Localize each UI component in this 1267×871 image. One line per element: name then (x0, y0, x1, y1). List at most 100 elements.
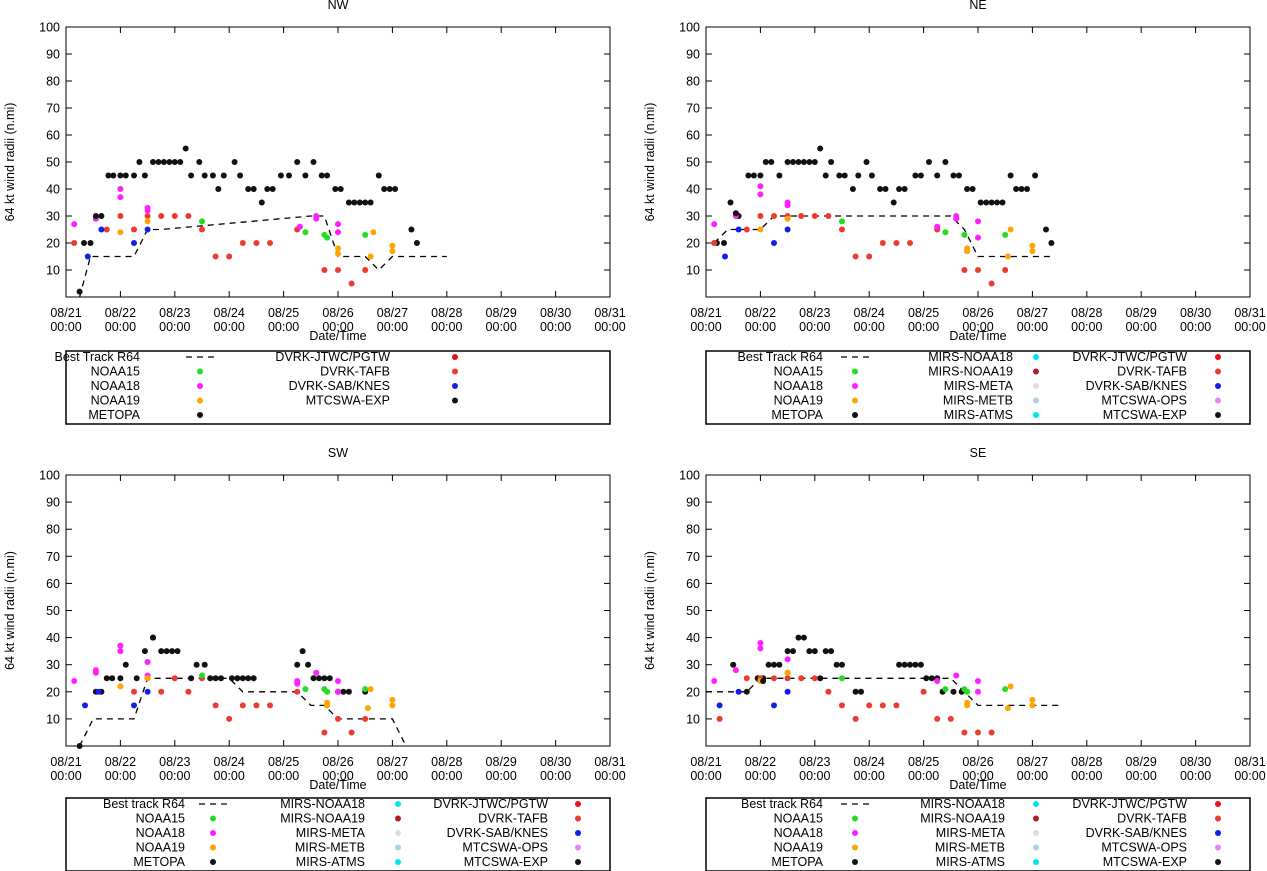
x-tick-label: 00:00 (962, 769, 993, 783)
data-point-mtcswa-exp (983, 199, 990, 206)
data-point-mtcswa-exp (81, 240, 87, 246)
y-tick-label: 90 (46, 48, 60, 62)
data-point-noaa18 (975, 234, 981, 241)
legend-label: DVRK-SAB/KNES (1086, 379, 1187, 393)
x-axis-label: Date/Time (309, 329, 366, 343)
y-axis-label: 64 kt wind radii (n.mi) (643, 103, 657, 222)
y-tick-label: 80 (46, 523, 60, 537)
data-point-mtcswa-exp (245, 675, 252, 682)
data-point-mtcswa-exp (136, 159, 143, 165)
data-point-dvrk-tafb (185, 213, 192, 219)
x-tick-label: 08/23 (799, 306, 830, 320)
data-point-noaa19 (324, 702, 331, 709)
data-point-noaa18 (975, 218, 981, 225)
data-point-dvrk-tafb (743, 675, 750, 682)
data-point-mtcswa-exp (294, 661, 301, 668)
legend-swatch-dvrk-jtwc-pgtw (575, 801, 581, 807)
data-point-noaa18 (953, 215, 960, 222)
data-point-noaa19 (1007, 683, 1014, 690)
data-point-dvrk-tafb (798, 675, 805, 682)
legend-swatch-dvrk-tafb (575, 815, 581, 822)
data-point-noaa18 (757, 183, 764, 190)
x-tick-label: 00:00 (540, 320, 571, 334)
data-point-mtcswa-exp (817, 145, 824, 152)
data-point-mtcswa-exp (811, 648, 818, 655)
data-point-dvrk-sab-knes (784, 688, 791, 695)
x-tick-label: 08/29 (486, 306, 517, 320)
x-tick-label: 08/23 (799, 755, 830, 769)
data-point-noaa18 (335, 678, 341, 684)
data-point-mtcswa-exp (907, 661, 913, 668)
data-point-dvrk-tafb (362, 267, 369, 273)
data-point-noaa18 (294, 680, 301, 687)
legend-swatch-mirs-noaa18 (1033, 801, 1039, 807)
legend-label: NOAA15 (774, 365, 823, 379)
data-point-mtcswa-exp (299, 648, 306, 655)
data-point-noaa15 (302, 229, 309, 236)
x-tick-label: 00:00 (854, 769, 885, 783)
y-tick-label: 30 (686, 210, 700, 224)
legend-swatch-metopa (852, 859, 858, 865)
x-tick-label: 08/21 (50, 306, 81, 320)
y-tick-label: 60 (46, 577, 60, 591)
data-point-metopa (92, 213, 99, 219)
legend-label: MIRS-NOAA19 (920, 812, 1005, 826)
data-point-mtcswa-exp (201, 661, 208, 668)
x-tick-label: 08/29 (486, 755, 517, 769)
x-tick-label: 00:00 (1017, 320, 1048, 334)
legend-swatch-noaa18 (852, 830, 858, 836)
legend-swatch-mirs-noaa18 (1033, 354, 1039, 360)
x-tick-label: 00:00 (1180, 320, 1211, 334)
data-point-mtcswa-exp (196, 159, 203, 165)
data-point-mtcswa-exp (381, 186, 388, 192)
x-tick-label: 08/25 (908, 306, 939, 320)
data-point-noaa18 (92, 669, 99, 676)
data-point-mtcswa-exp (901, 186, 908, 192)
x-tick-label: 08/27 (1017, 306, 1048, 320)
data-point-mtcswa-exp (1007, 172, 1014, 179)
data-point-mtcswa-exp (806, 159, 813, 165)
data-point-noaa15 (199, 218, 205, 225)
legend-label: NOAA18 (774, 826, 823, 840)
data-point-dvrk-tafb (158, 688, 165, 695)
legend-swatch-noaa18 (210, 830, 216, 836)
data-point-mtcswa-exp (231, 159, 238, 165)
data-point-noaa15 (362, 686, 369, 693)
data-point-dvrk-sab-knes (784, 226, 791, 233)
data-point-dvrk-tafb (335, 715, 341, 722)
x-tick-label: 00:00 (1234, 320, 1265, 334)
data-point-dvrk-tafb (226, 253, 233, 260)
x-axis-label: Date/Time (949, 778, 1006, 792)
legend-label: MIRS-METB (935, 841, 1005, 855)
data-point-dvrk-tafb (852, 715, 859, 722)
y-tick-label: 50 (686, 156, 700, 170)
data-point-noaa18 (117, 648, 124, 655)
y-tick-label: 40 (46, 631, 60, 645)
legend-label: Best track R64 (103, 797, 185, 811)
x-tick-label: 00:00 (908, 320, 939, 334)
data-point-mtcswa-exp (839, 661, 845, 668)
data-point-dvrk-sab-knes (716, 702, 723, 709)
data-point-mtcswa-exp (117, 675, 124, 682)
x-tick-label: 08/21 (690, 755, 721, 769)
data-point-mtcswa-exp (122, 661, 129, 668)
x-tick-label: 00:00 (214, 320, 245, 334)
data-point-noaa15 (942, 229, 949, 236)
x-tick-label: 00:00 (268, 320, 299, 334)
data-point-noaa19 (1029, 702, 1036, 709)
legend-swatch-mirs-meta (395, 830, 401, 836)
data-point-dvrk-tafb (239, 240, 246, 246)
y-tick-label: 40 (46, 183, 60, 197)
data-point-mtcswa-exp (182, 145, 189, 152)
data-point-noaa18 (144, 659, 151, 665)
data-point-mtcswa-exp (207, 675, 214, 682)
legend-swatch-mirs-noaa19 (1033, 815, 1039, 822)
legend-label: MIRS-NOAA18 (280, 797, 365, 811)
legend-swatch-dvrk-sab-knes (452, 383, 458, 389)
data-point-mtcswa-exp (727, 199, 734, 206)
data-point-dvrk-tafb (934, 715, 941, 722)
data-point-noaa15 (199, 672, 205, 679)
x-tick-label: 08/28 (1071, 306, 1102, 320)
legend-label: MIRS-ATMS (936, 855, 1005, 869)
